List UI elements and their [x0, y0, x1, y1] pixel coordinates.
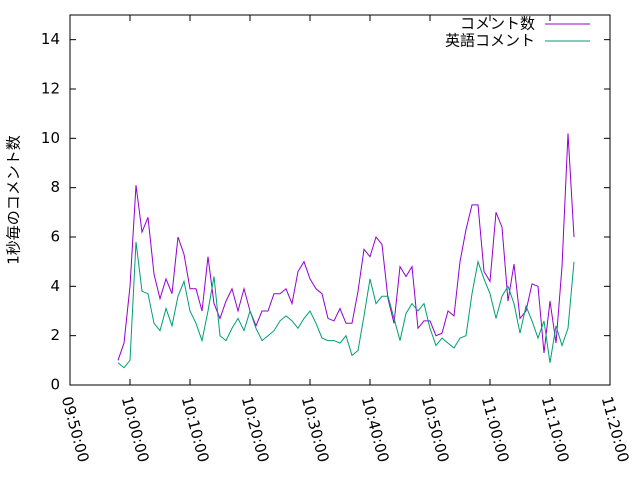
plot-frame — [69, 14, 611, 386]
y-tick-label: 10 — [41, 129, 60, 147]
x-tick-label: 10:40:00 — [358, 395, 393, 465]
y-tick-label: 4 — [50, 277, 60, 295]
x-tick-label: 10:10:00 — [178, 395, 213, 465]
x-tick-label: 10:50:00 — [418, 395, 453, 465]
x-tick-label: 11:00:00 — [478, 395, 513, 465]
y-tick-label: 2 — [50, 326, 60, 344]
y-tick-label: 8 — [50, 178, 60, 196]
series-line — [117, 241, 575, 369]
x-tick-label: 10:00:00 — [118, 395, 153, 465]
legend-label: 英語コメント — [445, 32, 535, 50]
y-tick-label: 0 — [50, 376, 60, 394]
y-tick-label: 12 — [41, 80, 60, 98]
series-line — [117, 133, 575, 361]
y-tick-label: 6 — [50, 228, 60, 246]
x-tick-label: 10:20:00 — [238, 395, 273, 465]
x-tick-label: 11:10:00 — [538, 395, 573, 465]
x-tick-label: 09:50:00 — [58, 395, 93, 465]
y-tick-label: 14 — [41, 30, 60, 48]
x-tick-label: 10:30:00 — [298, 395, 333, 465]
y-axis-label: 1秒毎のコメント数 — [5, 135, 23, 265]
legend-label: コメント数 — [460, 15, 535, 33]
x-tick-label: 11:20:00 — [598, 395, 633, 465]
